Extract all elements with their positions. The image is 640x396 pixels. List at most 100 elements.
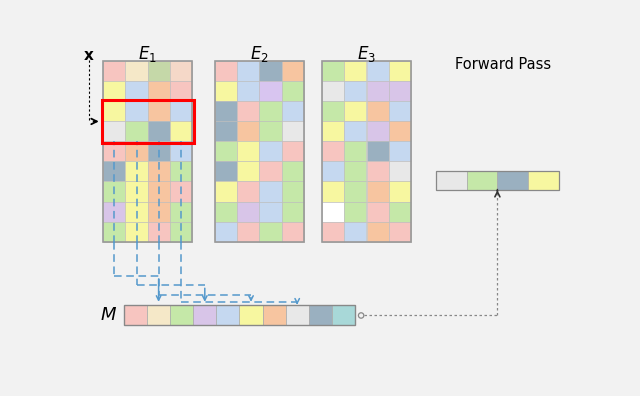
Bar: [367, 61, 389, 82]
Text: $\mathbf{x}$: $\mathbf{x}$: [83, 48, 95, 63]
Bar: [237, 82, 259, 101]
Bar: [322, 61, 411, 242]
Bar: [259, 122, 282, 141]
Bar: [125, 61, 148, 82]
Bar: [215, 82, 237, 101]
Bar: [103, 122, 125, 141]
Bar: [344, 101, 367, 122]
Bar: [148, 141, 170, 162]
Bar: [148, 82, 170, 101]
Bar: [389, 141, 411, 162]
Bar: [259, 181, 282, 202]
Bar: [308, 305, 332, 326]
Bar: [282, 101, 304, 122]
Bar: [389, 221, 411, 242]
Bar: [322, 181, 344, 202]
Bar: [367, 82, 389, 101]
Bar: [125, 181, 148, 202]
Bar: [389, 82, 411, 101]
Bar: [285, 305, 308, 326]
Bar: [148, 101, 170, 122]
Bar: [282, 181, 304, 202]
Text: $M$: $M$: [100, 307, 117, 324]
Bar: [124, 305, 147, 326]
Bar: [259, 82, 282, 101]
Bar: [125, 122, 148, 141]
Bar: [125, 82, 148, 101]
Bar: [436, 171, 559, 190]
Bar: [170, 82, 193, 101]
Bar: [259, 162, 282, 181]
Bar: [367, 162, 389, 181]
Bar: [125, 141, 148, 162]
Bar: [125, 202, 148, 221]
Bar: [237, 141, 259, 162]
Bar: [215, 202, 237, 221]
Bar: [237, 181, 259, 202]
Text: $E_3$: $E_3$: [357, 44, 376, 65]
Bar: [259, 101, 282, 122]
Bar: [282, 221, 304, 242]
Text: $E_1$: $E_1$: [138, 44, 157, 65]
Bar: [148, 61, 170, 82]
Bar: [344, 162, 367, 181]
Bar: [389, 162, 411, 181]
Bar: [282, 82, 304, 101]
Text: $E_2$: $E_2$: [250, 44, 269, 65]
Bar: [170, 162, 193, 181]
Bar: [282, 162, 304, 181]
Bar: [344, 82, 367, 101]
Bar: [125, 162, 148, 181]
Bar: [262, 305, 285, 326]
Bar: [367, 202, 389, 221]
Bar: [367, 221, 389, 242]
Bar: [332, 305, 355, 326]
Bar: [170, 141, 193, 162]
Bar: [322, 122, 344, 141]
Bar: [367, 101, 389, 122]
Bar: [170, 61, 193, 82]
Bar: [259, 202, 282, 221]
Bar: [102, 100, 194, 143]
Bar: [215, 141, 237, 162]
Bar: [216, 305, 239, 326]
Bar: [239, 305, 262, 326]
Bar: [103, 61, 193, 242]
Bar: [389, 101, 411, 122]
Bar: [282, 61, 304, 82]
Bar: [103, 82, 125, 101]
Bar: [103, 162, 125, 181]
Bar: [259, 221, 282, 242]
Bar: [170, 305, 193, 326]
Bar: [103, 181, 125, 202]
Bar: [389, 181, 411, 202]
Text: Forward Pass: Forward Pass: [456, 57, 552, 72]
Bar: [215, 221, 237, 242]
Bar: [125, 221, 148, 242]
Bar: [103, 202, 125, 221]
Bar: [237, 221, 259, 242]
Bar: [344, 122, 367, 141]
Bar: [259, 141, 282, 162]
Bar: [237, 162, 259, 181]
Bar: [170, 202, 193, 221]
Bar: [282, 122, 304, 141]
Bar: [467, 171, 497, 190]
Bar: [148, 221, 170, 242]
Bar: [322, 221, 344, 242]
Bar: [148, 181, 170, 202]
Bar: [367, 181, 389, 202]
Bar: [103, 101, 125, 122]
Bar: [237, 101, 259, 122]
Bar: [237, 61, 259, 82]
Bar: [170, 221, 193, 242]
Bar: [103, 61, 125, 82]
Bar: [367, 141, 389, 162]
Bar: [193, 305, 216, 326]
Bar: [344, 61, 367, 82]
Bar: [215, 162, 237, 181]
Bar: [215, 181, 237, 202]
Bar: [148, 202, 170, 221]
Bar: [344, 202, 367, 221]
Bar: [259, 61, 282, 82]
